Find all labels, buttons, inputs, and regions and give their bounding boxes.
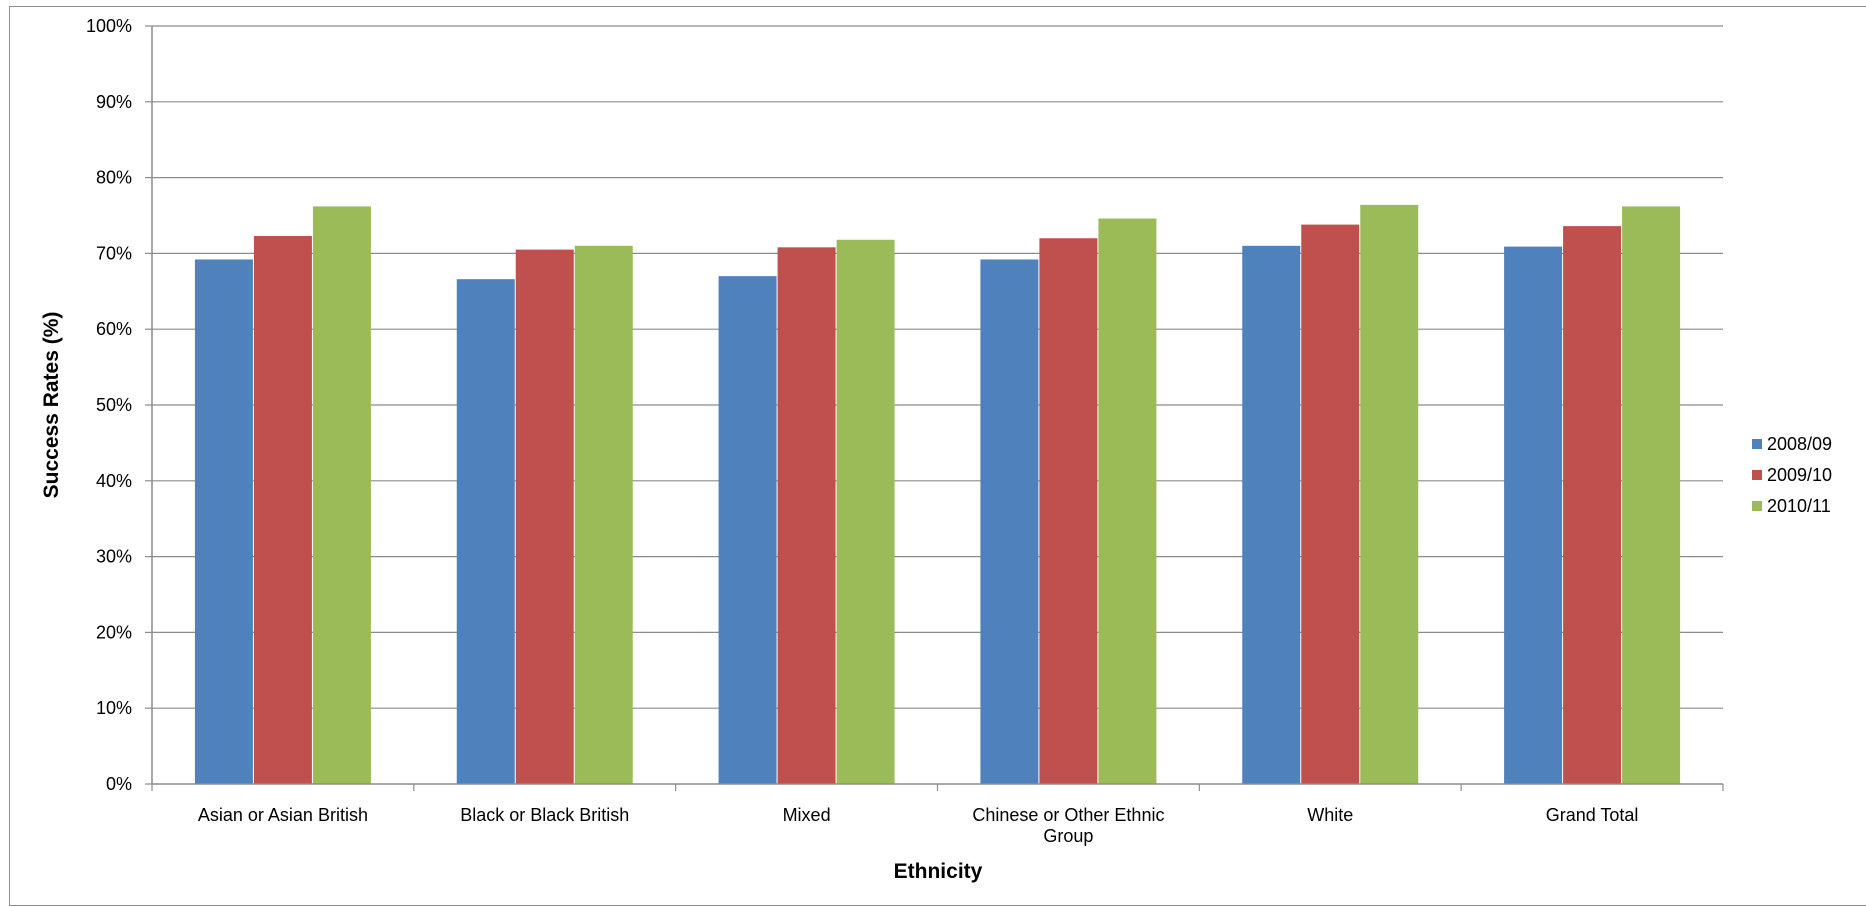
bar-2009-10-1 <box>515 249 574 785</box>
bar-2008-09-1 <box>456 279 515 784</box>
y-tick-label: 30% <box>96 547 132 567</box>
y-tick-label: 10% <box>96 698 132 718</box>
y-tick-label: 90% <box>96 92 132 112</box>
legend-swatch <box>1752 470 1762 480</box>
x-tick-label: Grand Total <box>1546 805 1639 825</box>
y-tick-label: 50% <box>96 395 132 415</box>
bar-2010-11-5 <box>1622 206 1681 785</box>
bar-2010-11-2 <box>836 239 895 785</box>
y-tick-label: 20% <box>96 622 132 642</box>
bar-2009-10-0 <box>253 235 312 784</box>
bar-2009-10-3 <box>1039 238 1098 785</box>
axes <box>145 25 1724 791</box>
bar-2009-10-5 <box>1563 226 1622 784</box>
x-tick-label: Asian or Asian British <box>198 805 368 825</box>
bar-2008-09-0 <box>194 259 253 784</box>
legend-label: 2008/09 <box>1767 434 1832 454</box>
y-tick-label: 0% <box>106 774 132 794</box>
bar-2010-11-3 <box>1098 218 1157 785</box>
x-tick-label: Mixed <box>783 805 831 825</box>
y-tick-label: 70% <box>96 243 132 263</box>
legend-label: 2009/10 <box>1767 465 1832 485</box>
bar-2010-11-1 <box>574 245 633 784</box>
x-tick-label: Group <box>1043 826 1093 846</box>
bar-2008-09-3 <box>980 259 1039 784</box>
x-axis-title: Ethnicity <box>894 860 983 883</box>
legend-swatch <box>1752 439 1762 449</box>
x-tick-label: Chinese or Other Ethnic <box>972 805 1164 825</box>
y-tick-label: 100% <box>86 16 132 36</box>
y-tick-label: 60% <box>96 319 132 339</box>
bar-2010-11-0 <box>312 206 371 785</box>
y-tick-label: 80% <box>96 168 132 188</box>
tick-labels: 0% 10% 20% 30% 40% 50% 60% 70% 80% 90% 100% Asian o… <box>86 16 1638 846</box>
legend: 2008/09 2009/10 2010/11 <box>1752 434 1832 516</box>
gridlines <box>152 25 1723 709</box>
x-tick-label: Black or Black British <box>460 805 629 825</box>
bars <box>194 204 1681 785</box>
bar-2009-10-2 <box>777 247 836 784</box>
y-axis-title: Success Rates (%) <box>40 312 63 499</box>
y-tick-label: 40% <box>96 471 132 491</box>
legend-label: 2010/11 <box>1767 496 1831 516</box>
bar-2009-10-4 <box>1301 224 1360 784</box>
bar-2010-11-4 <box>1360 204 1419 784</box>
legend-swatch <box>1752 501 1762 511</box>
bar-2008-09-2 <box>718 276 777 784</box>
bar-2008-09-4 <box>1242 245 1301 784</box>
bar-2008-09-5 <box>1504 246 1563 784</box>
x-tick-label: White <box>1307 805 1353 825</box>
